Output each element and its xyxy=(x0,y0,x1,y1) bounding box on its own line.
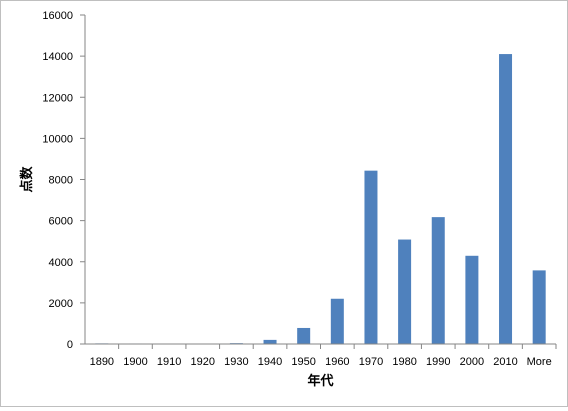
y-tick-label: 6000 xyxy=(49,216,73,228)
x-tick-label: 1950 xyxy=(291,356,315,368)
bar-1940 xyxy=(264,340,277,344)
x-tick-label: 1990 xyxy=(426,356,450,368)
x-tick-label: 2000 xyxy=(460,356,484,368)
bar-1970 xyxy=(364,171,377,344)
y-tick-label: 14000 xyxy=(42,51,73,63)
x-tick-label: 1970 xyxy=(359,356,383,368)
y-tick-label: 4000 xyxy=(49,257,73,269)
bar-1990 xyxy=(432,217,445,344)
y-tick-label: 0 xyxy=(67,339,73,351)
x-tick-label: 1900 xyxy=(123,356,147,368)
y-tick-label: 16000 xyxy=(42,10,73,22)
x-axis-title: 年代 xyxy=(307,373,333,388)
x-tick-label: More xyxy=(527,356,552,368)
x-tick-label: 2010 xyxy=(493,356,517,368)
y-tick-label: 10000 xyxy=(42,133,73,145)
bar-2010 xyxy=(499,54,512,344)
bar-2000 xyxy=(465,256,478,344)
bars xyxy=(95,54,545,344)
x-tick-label: 1930 xyxy=(224,356,248,368)
bar-more xyxy=(533,270,546,344)
x-axis-ticks: 1890 1900 1910 1920 1930 1940 1950 1960 1970 1980… xyxy=(90,344,556,368)
x-tick-label: 1920 xyxy=(191,356,215,368)
x-tick-label: 1940 xyxy=(258,356,282,368)
y-axis-title: 点数 xyxy=(19,166,34,193)
bar-1960 xyxy=(331,299,344,344)
bar-1980 xyxy=(398,240,411,344)
bar-1950 xyxy=(297,328,310,344)
x-tick-label: 1960 xyxy=(325,356,349,368)
y-tick-label: 8000 xyxy=(49,175,73,187)
y-axis-ticks: 0 2000 4000 6000 8000 10000 12000 14000 16000 xyxy=(42,10,85,351)
y-tick-label: 12000 xyxy=(42,92,73,104)
x-tick-label: 1980 xyxy=(392,356,416,368)
x-tick-label: 1910 xyxy=(157,356,181,368)
x-tick-label: 1890 xyxy=(90,356,114,368)
y-tick-label: 2000 xyxy=(49,298,73,310)
